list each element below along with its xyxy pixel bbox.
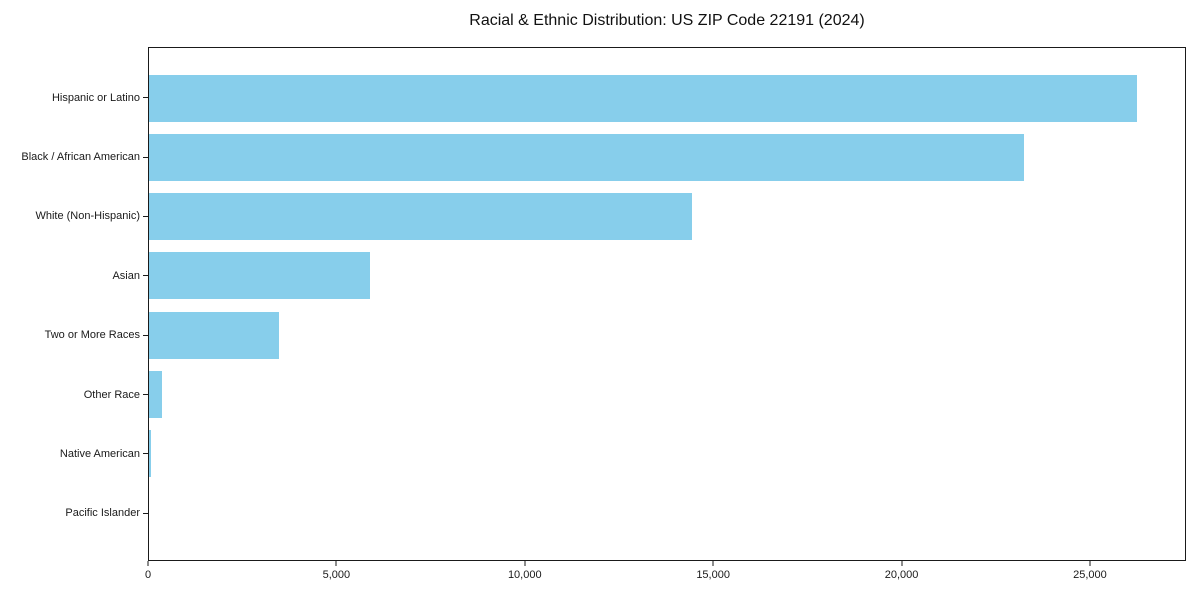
bar-row: [149, 306, 1185, 365]
bar-other-race: [149, 370, 163, 418]
x-tick-mark: [147, 561, 149, 566]
bar-row: [149, 365, 1185, 424]
x-tick-label: 5,000: [322, 569, 351, 581]
y-tick-label: White (Non-Hispanic): [35, 210, 140, 223]
bar-black-african-american: [149, 134, 1025, 182]
y-tick: Pacific Islander: [0, 484, 148, 543]
bar-native-american: [149, 429, 152, 477]
bar-row: [149, 424, 1185, 483]
y-tick-label: Pacific Islander: [65, 507, 140, 520]
y-tick-label: Native American: [59, 447, 140, 460]
y-tick-mark: [143, 394, 148, 396]
y-tick: Other Race: [0, 365, 148, 424]
y-tick-mark: [143, 512, 148, 514]
bar-two-or-more-races: [149, 311, 280, 359]
plot-area: [148, 47, 1186, 561]
bar-white-non-hispanic: [149, 193, 692, 241]
y-tick: White (Non-Hispanic): [0, 187, 148, 246]
bar-asian: [149, 252, 371, 300]
y-tick-mark: [143, 215, 148, 217]
x-tick-mark: [901, 561, 903, 566]
y-tick-label: Asian: [112, 269, 140, 282]
y-tick: Two or More Races: [0, 306, 148, 365]
y-tick-label: Other Race: [83, 388, 140, 401]
x-tick-label: 15,000: [696, 569, 730, 581]
chart-title: Racial & Ethnic Distribution: US ZIP Cod…: [469, 12, 865, 29]
bar-row: [149, 128, 1185, 187]
x-tick-mark: [524, 561, 526, 566]
x-tick-label: 10,000: [507, 569, 542, 581]
bar-row: [149, 483, 1185, 542]
y-tick-mark: [143, 275, 148, 277]
y-tick: Native American: [0, 424, 148, 483]
bar-rows: [149, 48, 1185, 560]
y-tick: Asian: [0, 246, 148, 305]
x-tick-mark: [1089, 561, 1091, 566]
bar-row: [149, 246, 1185, 305]
y-tick: Black / African American: [0, 127, 148, 186]
x-tick-label: 25,000: [1073, 569, 1107, 581]
y-tick-mark: [143, 453, 148, 455]
x-tick-label: 20,000: [884, 569, 919, 581]
bar-row: [149, 187, 1185, 246]
y-tick-mark: [143, 97, 148, 99]
x-tick-mark: [712, 561, 714, 566]
y-axis-labels: Hispanic or Latino Black / African Americ…: [0, 47, 148, 561]
y-tick-mark: [143, 156, 148, 158]
y-tick-label: Two or More Races: [44, 329, 140, 342]
x-tick-label: 0: [144, 569, 152, 581]
y-tick-mark: [143, 334, 148, 336]
bar-row: [149, 69, 1185, 128]
x-axis: 0 5,000 10,000 15,000 20,000 25,000: [144, 561, 1186, 593]
x-tick-mark: [335, 561, 337, 566]
y-tick-label: Black / African American: [21, 151, 140, 164]
y-tick-label: Hispanic or Latino: [51, 91, 140, 104]
y-tick: Hispanic or Latino: [0, 68, 148, 127]
bar-hispanic-or-latino: [149, 75, 1138, 123]
